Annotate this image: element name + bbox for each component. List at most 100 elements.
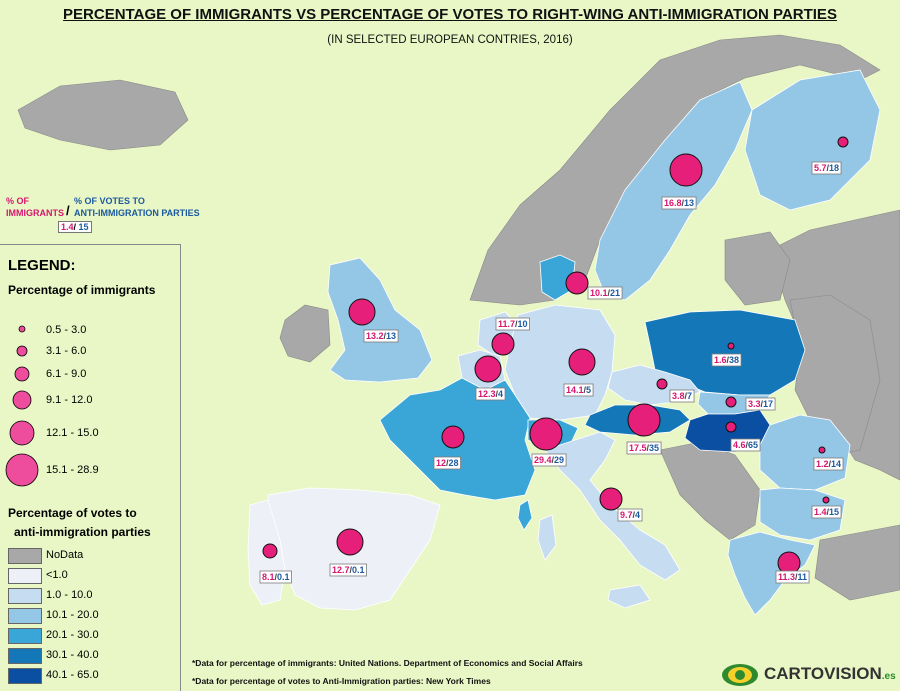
legend-votes-heading-1: Percentage of votes to xyxy=(8,506,137,520)
country-label-finland: 5.7/18 xyxy=(811,161,842,175)
svg-text:14.1/5: 14.1/5 xyxy=(566,385,591,395)
legend-imm-2: 6.1 - 9.0 xyxy=(46,368,87,380)
country-labels: 16.8/13 5.7/18 10.1/21 13.2/13 11.7/10 12.3/4… xyxy=(259,161,844,584)
explainer-example: 1.4/ 15 xyxy=(58,221,92,233)
immigrant-circle-netherlands xyxy=(491,332,515,356)
svg-text:9.7/4: 9.7/4 xyxy=(620,510,640,520)
immigrant-circle-poland xyxy=(727,342,735,350)
explainer-slash: / xyxy=(66,203,70,218)
immigrant-circle-germany xyxy=(568,348,596,376)
legend-vote-class-1: <1.0 xyxy=(0,568,180,584)
footnote-votes: *Data for percentage of votes to Anti-Im… xyxy=(192,676,491,686)
country-label-slovakia: 3.3/17 xyxy=(745,397,776,411)
legend-panel: LEGEND: Percentage of immigrants 0.5 - 3… xyxy=(0,244,181,691)
legend-title: LEGEND: xyxy=(8,257,76,274)
svg-text:1.2/14: 1.2/14 xyxy=(816,459,841,469)
svg-text:1.6/38: 1.6/38 xyxy=(714,355,739,365)
cartovision-logo: CARTOVISION.es xyxy=(716,662,896,688)
legend-imm-3: 9.1 - 12.0 xyxy=(46,394,93,406)
legend-immigrants-heading: Percentage of immigrants xyxy=(8,283,156,297)
legend-swatch xyxy=(8,548,42,564)
immigrant-circle-france xyxy=(441,425,465,449)
legend-imm-0: 0.5 - 3.0 xyxy=(46,324,87,336)
legend-vote-class-0: NoData xyxy=(0,548,180,564)
country-label-greece: 11.3/11 xyxy=(775,570,810,584)
country-label-austria: 17.5/35 xyxy=(626,441,662,455)
svg-text:1.4/15: 1.4/15 xyxy=(814,507,839,517)
immigrant-circle-spain xyxy=(336,528,364,556)
immigrant-circle-portugal xyxy=(262,543,278,559)
legend-swatch xyxy=(8,608,42,624)
legend-imm-5: 15.1 - 28.9 xyxy=(46,464,99,476)
legend-vote-label: 30.1 - 40.0 xyxy=(46,649,99,661)
country-label-spain: 12.7/0.1 xyxy=(329,563,367,577)
immigrant-circle-hungary xyxy=(725,421,737,433)
country-label-netherlands: 11.7/10 xyxy=(495,317,530,331)
legend-vote-label: 10.1 - 20.0 xyxy=(46,609,99,621)
country-label-denmark: 10.1/21 xyxy=(587,286,623,300)
svg-text:11.7/10: 11.7/10 xyxy=(498,319,528,329)
footnote-immigrants: *Data for percentage of immigrants: Unit… xyxy=(192,658,583,668)
immigrant-circle-bulgaria xyxy=(822,496,830,504)
immigrant-circle-belgium xyxy=(474,355,502,383)
svg-text:13.2/13: 13.2/13 xyxy=(366,331,396,341)
eye-logo-icon xyxy=(722,664,758,686)
country-label-hungary: 4.6/65 xyxy=(730,438,761,452)
legend-vote-label: 20.1 - 30.0 xyxy=(46,629,99,641)
immigrant-circle-austria xyxy=(627,403,661,437)
svg-text:12/28: 12/28 xyxy=(436,458,459,468)
legend-swatch xyxy=(8,568,42,584)
legend-swatch xyxy=(8,628,42,644)
immigrant-circle-switzerland xyxy=(529,417,563,451)
country-label-sweden: 16.8/13 xyxy=(661,196,697,210)
legend-circles xyxy=(5,325,39,487)
legend-imm-4: 12.1 - 15.0 xyxy=(46,427,99,439)
country-label-czech-republic: 3.8/7 xyxy=(669,389,695,403)
svg-text:17.5/35: 17.5/35 xyxy=(629,443,659,453)
country-label-romania: 1.2/14 xyxy=(813,457,844,471)
explainer-votes-2: ANTI-IMMIGRATION PARTIES xyxy=(74,208,200,218)
legend-vote-class-4: 20.1 - 30.0 xyxy=(0,628,180,644)
legend-swatch xyxy=(8,588,42,604)
explainer-immigrants-1: % OF xyxy=(6,196,30,206)
svg-text:4.6/65: 4.6/65 xyxy=(733,440,758,450)
country-label-switzerland: 29.4/29 xyxy=(531,453,567,467)
svg-text:3.3/17: 3.3/17 xyxy=(748,399,773,409)
legend-swatch xyxy=(8,648,42,664)
immigrant-circle-finland xyxy=(837,136,849,148)
svg-text:3.8/7: 3.8/7 xyxy=(672,391,692,401)
svg-text:16.8/13: 16.8/13 xyxy=(664,198,694,208)
svg-text:5.7/18: 5.7/18 xyxy=(814,163,839,173)
island-sicily xyxy=(607,584,651,609)
legend-vote-label: <1.0 xyxy=(46,569,68,581)
country-label-belgium: 12.3/4 xyxy=(475,387,506,401)
country-label-france: 12/28 xyxy=(433,456,461,470)
country-label-italy: 9.7/4 xyxy=(617,508,643,522)
svg-text:11.3/11: 11.3/11 xyxy=(778,572,807,582)
immigrant-circle-denmark xyxy=(565,271,589,295)
svg-text:12.3/4: 12.3/4 xyxy=(478,389,503,399)
country-label-germany: 14.1/5 xyxy=(563,383,594,397)
legend-vote-label: 1.0 - 10.0 xyxy=(46,589,93,601)
immigrant-circle-romania xyxy=(818,446,826,454)
island-corsica xyxy=(517,499,533,531)
country-italy xyxy=(544,431,681,581)
explainer-immigrants-2: IMMIGRANTS xyxy=(6,208,64,218)
land-no-data xyxy=(17,34,900,601)
country-finland xyxy=(744,69,881,211)
country-uk xyxy=(327,257,433,383)
explainer-example-votes: 15 xyxy=(78,222,89,232)
svg-text:29.4/29: 29.4/29 xyxy=(534,455,564,465)
legend-votes-heading-2: anti-immigration parties xyxy=(14,525,151,539)
legend-vote-class-3: 10.1 - 20.0 xyxy=(0,608,180,624)
country-romania xyxy=(759,414,851,491)
immigrant-circle-sweden xyxy=(669,153,703,187)
map-title: PERCENTAGE OF IMMIGRANTS VS PERCENTAGE O… xyxy=(63,6,837,23)
legend-imm-1: 3.1 - 6.0 xyxy=(46,345,87,357)
svg-text:8.1/0.1: 8.1/0.1 xyxy=(262,572,290,582)
legend-vote-class-2: 1.0 - 10.0 xyxy=(0,588,180,604)
legend-swatch xyxy=(8,668,42,684)
legend-vote-class-6: 40.1 - 65.0 xyxy=(0,668,180,684)
country-label-portugal: 8.1/0.1 xyxy=(259,570,292,584)
